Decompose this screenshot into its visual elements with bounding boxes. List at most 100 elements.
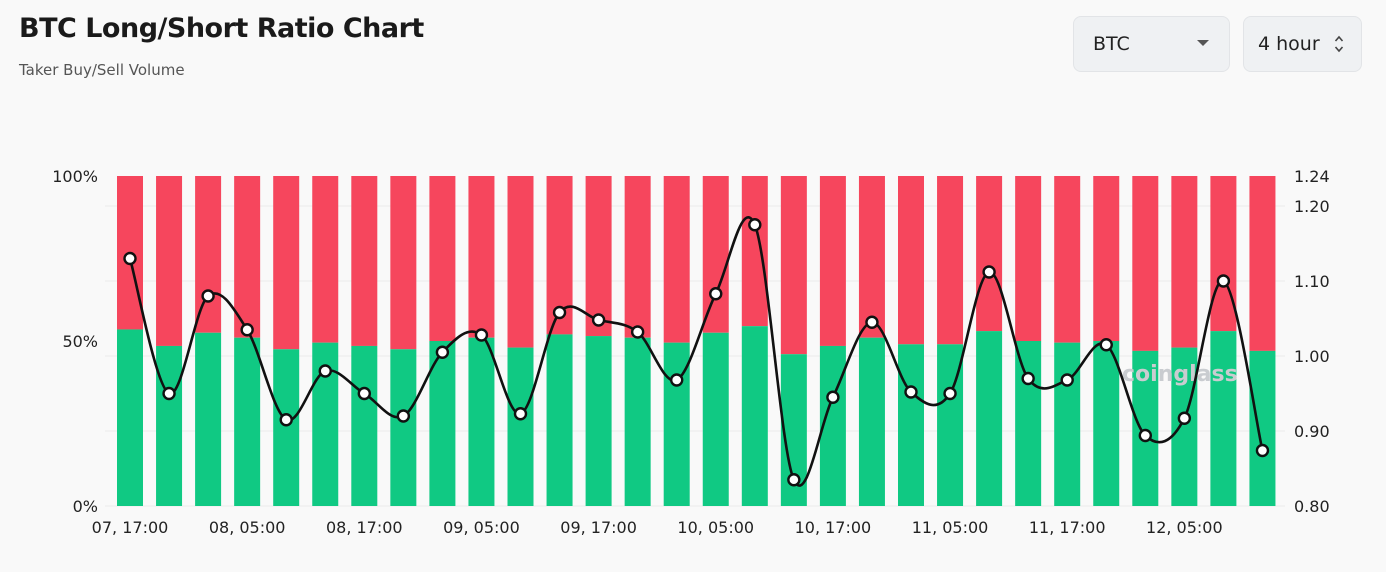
ratio-point <box>552 305 567 320</box>
x-axis-tick-label: 10, 05:00 <box>677 518 754 537</box>
short-bar <box>351 176 378 346</box>
x-axis-tick-label: 10, 17:00 <box>795 518 872 537</box>
bar-series <box>117 176 1276 506</box>
long-bar <box>273 349 300 506</box>
short-bar <box>858 176 885 338</box>
ratio-point <box>279 413 293 427</box>
short-bar <box>390 176 417 350</box>
ratio-point <box>318 364 332 378</box>
ratio-point <box>1099 338 1113 352</box>
long-bar <box>1171 347 1198 506</box>
long-bar <box>741 326 768 506</box>
x-axis-tick-label: 09, 05:00 <box>443 518 520 537</box>
ratio-point <box>591 313 606 327</box>
short-bar <box>1249 176 1276 351</box>
ratio-point <box>1021 371 1035 386</box>
right-axis-tick-label: 0.80 <box>1294 497 1330 516</box>
short-bar <box>819 176 846 346</box>
long-bar <box>156 345 183 506</box>
ratio-point <box>240 323 254 337</box>
ratio-point <box>1177 411 1192 425</box>
long-bar <box>195 332 222 506</box>
ratio-point <box>123 251 137 266</box>
short-bar <box>1132 176 1159 351</box>
ratio-point <box>943 386 957 401</box>
symbol-select-value: BTC <box>1093 33 1130 55</box>
left-axis-tick-label: 0% <box>73 497 98 516</box>
short-bar <box>234 176 261 338</box>
long-bar <box>546 334 573 506</box>
chart-title: BTC Long/Short Ratio Chart <box>19 13 424 44</box>
short-bar <box>624 176 651 338</box>
ratio-point <box>513 407 528 421</box>
ratio-point <box>748 218 762 232</box>
ratio-point <box>982 265 996 279</box>
symbol-select[interactable]: BTC <box>1073 16 1230 72</box>
short-bar <box>1054 176 1081 343</box>
ratio-line-series <box>123 216 1270 487</box>
long-bar <box>1249 350 1276 506</box>
x-axis-tick-label: 08, 05:00 <box>209 518 286 537</box>
short-bar <box>429 176 456 341</box>
ratio-point <box>1060 373 1074 387</box>
interval-select[interactable]: 4 hour <box>1243 16 1362 72</box>
long-bar <box>1054 342 1081 506</box>
short-bar <box>663 176 690 343</box>
long-bar <box>1210 331 1237 506</box>
long-bar <box>117 329 143 506</box>
long-bar <box>624 337 651 506</box>
ratio-point <box>1255 443 1270 458</box>
x-axis-tick-label: 12, 05:00 <box>1146 518 1223 537</box>
short-bar <box>780 176 807 355</box>
short-bar <box>976 176 1003 332</box>
short-bar <box>312 176 339 343</box>
long-bar <box>585 336 612 506</box>
ratio-point <box>670 373 684 387</box>
short-bar <box>195 176 222 333</box>
short-bar <box>741 176 768 327</box>
long-bar <box>468 337 495 506</box>
caret-down-icon <box>1197 40 1209 46</box>
watermark-text: coinglass <box>1122 362 1238 387</box>
short-bar <box>273 176 300 350</box>
ratio-point <box>474 328 489 342</box>
long-bar <box>429 341 456 506</box>
ratio-point <box>826 390 840 404</box>
long-bar <box>858 337 885 506</box>
ratio-point <box>435 345 450 359</box>
right-axis-tick-label: 0.90 <box>1294 422 1330 441</box>
interval-select-value: 4 hour <box>1258 33 1320 55</box>
ratio-point <box>162 386 176 401</box>
right-axis-tick-label: 1.20 <box>1294 197 1330 216</box>
short-bar <box>585 176 612 337</box>
long-bar <box>898 344 924 506</box>
short-bar <box>507 176 534 348</box>
ratio-point <box>357 386 371 401</box>
ratio-point <box>396 409 411 423</box>
ratio-point <box>709 287 723 301</box>
chart-axes: 0% 50% 100% 0.80 0.90 1.00 1.10 1.20 1.24 07, 17:… <box>52 167 1329 537</box>
long-bar <box>1015 341 1042 506</box>
short-bar <box>898 176 924 345</box>
ratio-point <box>904 385 918 399</box>
long-bar <box>702 332 729 506</box>
chart-subtitle: Taker Buy/Sell Volume <box>19 61 185 79</box>
right-axis-tick-label: 1.10 <box>1294 272 1330 291</box>
short-bar <box>1171 176 1198 348</box>
short-bar <box>702 176 729 333</box>
ratio-point <box>201 289 215 303</box>
long-bar <box>507 347 534 506</box>
short-bar <box>156 176 183 346</box>
x-axis-tick-label: 11, 05:00 <box>912 518 989 537</box>
ratio-point <box>787 473 801 487</box>
right-axis-tick-label: 1.00 <box>1294 347 1330 366</box>
long-bar <box>1093 341 1120 506</box>
short-bar <box>1015 176 1042 341</box>
long-bar <box>1132 350 1159 506</box>
x-axis-tick-label: 08, 17:00 <box>326 518 403 537</box>
right-axis-tick-label: 1.24 <box>1294 167 1330 186</box>
updown-chevron-icon <box>1334 35 1344 53</box>
x-axis-tick-label: 09, 17:00 <box>560 518 637 537</box>
ratio-point <box>630 325 645 339</box>
